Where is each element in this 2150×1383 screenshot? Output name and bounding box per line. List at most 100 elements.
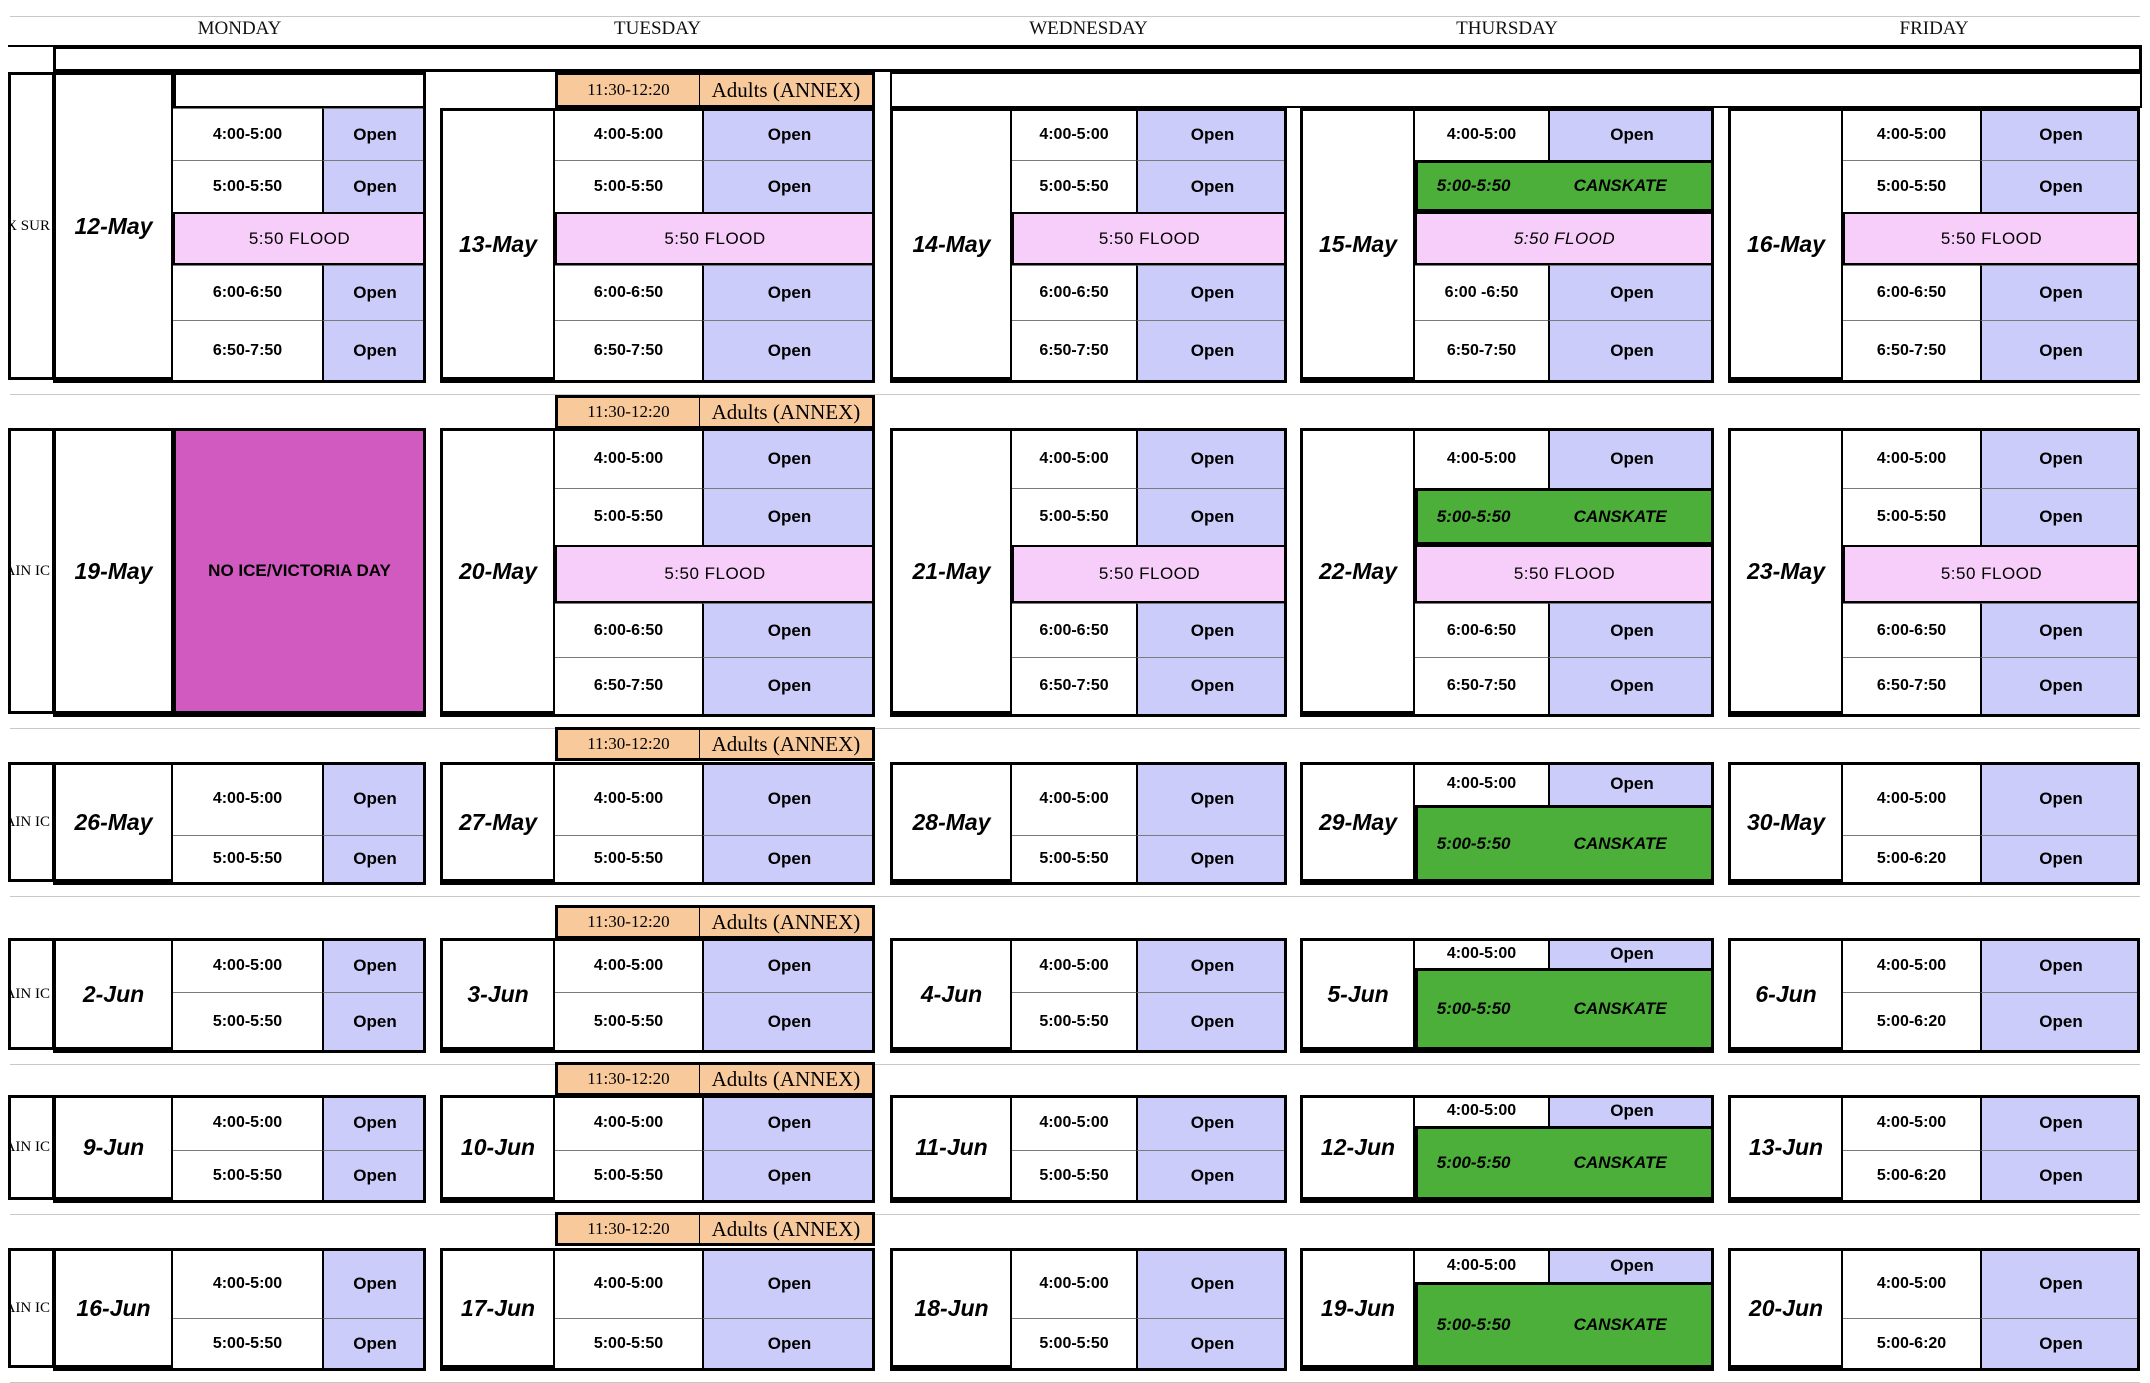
open-cell[interactable]: Open bbox=[1548, 938, 1714, 968]
open-cell[interactable]: Open bbox=[1980, 1248, 2140, 1318]
open-cell[interactable]: Open bbox=[1136, 428, 1287, 488]
day-block-outline bbox=[53, 938, 426, 1053]
open-cell[interactable]: Open bbox=[1548, 265, 1714, 320]
time-cell: 5:00-5:50 bbox=[1843, 488, 1980, 545]
canskate-cell[interactable]: 5:00-5:50 CANSKATE bbox=[1415, 968, 1714, 1050]
open-cell[interactable]: Open bbox=[1980, 762, 2140, 835]
open-cell[interactable]: Open bbox=[322, 1318, 426, 1368]
open-cell[interactable]: Open bbox=[1980, 265, 2140, 320]
adults-annex-row: 11:30-12:20 Adults (ANNEX) bbox=[555, 727, 875, 761]
time-cell: 5:00-5:50 bbox=[173, 992, 322, 1050]
open-cell[interactable]: Open bbox=[322, 938, 426, 992]
open-cell[interactable]: Open bbox=[1136, 1150, 1287, 1200]
open-cell[interactable]: Open bbox=[1136, 992, 1287, 1050]
open-cell[interactable]: Open bbox=[322, 762, 426, 835]
canskate-label: CANSKATE bbox=[1573, 1315, 1667, 1334]
open-cell[interactable]: Open bbox=[1136, 762, 1287, 835]
open-cell[interactable]: Open bbox=[1980, 488, 2140, 545]
open-cell[interactable]: Open bbox=[702, 992, 875, 1050]
open-cell[interactable]: Open bbox=[1136, 835, 1287, 882]
flood-cell: 5:50 FLOOD bbox=[1415, 212, 1714, 265]
canskate-cell[interactable]: 5:00-5:50 CANSKATE bbox=[1415, 1126, 1714, 1200]
open-cell[interactable]: Open bbox=[322, 992, 426, 1050]
open-cell[interactable]: Open bbox=[1548, 108, 1714, 160]
week-gap-line bbox=[10, 728, 2140, 729]
day-block-outline bbox=[1300, 428, 1714, 717]
canskate-cell[interactable]: 5:00-5:50 CANSKATE bbox=[1415, 1282, 1714, 1368]
open-cell[interactable]: Open bbox=[322, 265, 426, 320]
open-cell[interactable]: Open bbox=[1136, 320, 1287, 380]
time-cell: 6:50-7:50 bbox=[555, 320, 702, 380]
open-cell[interactable]: Open bbox=[322, 1150, 426, 1200]
open-cell[interactable]: Open bbox=[702, 1150, 875, 1200]
open-cell[interactable]: Open bbox=[702, 1318, 875, 1368]
open-cell[interactable]: Open bbox=[1980, 428, 2140, 488]
canskate-cell[interactable]: 5:00-5:50 CANSKATE bbox=[1415, 805, 1714, 882]
day-header-thu: THURSDAY bbox=[1456, 18, 1558, 39]
date-cell-wed: 4-Jun bbox=[890, 938, 1012, 1050]
time-cell: 5:00-6:20 bbox=[1843, 1318, 1980, 1368]
title-row bbox=[53, 46, 2142, 72]
time-cell: 4:00-5:00 bbox=[173, 108, 322, 160]
open-cell[interactable]: Open bbox=[1980, 108, 2140, 160]
open-cell[interactable]: Open bbox=[702, 428, 875, 488]
open-cell[interactable]: Open bbox=[1136, 603, 1287, 657]
open-cell[interactable]: Open bbox=[322, 108, 426, 160]
open-cell[interactable]: Open bbox=[1136, 488, 1287, 545]
open-cell[interactable]: Open bbox=[702, 488, 875, 545]
open-cell[interactable]: Open bbox=[1980, 835, 2140, 882]
open-cell[interactable]: Open bbox=[1980, 603, 2140, 657]
date-cell-wed: 21-May bbox=[890, 428, 1012, 714]
open-cell[interactable]: Open bbox=[1548, 657, 1714, 714]
open-cell[interactable]: Open bbox=[322, 1248, 426, 1318]
open-cell[interactable]: Open bbox=[322, 160, 426, 212]
time-cell: 5:00-6:20 bbox=[1843, 1150, 1980, 1200]
canskate-time: 5:00-5:50 bbox=[1436, 176, 1511, 195]
open-cell[interactable]: Open bbox=[702, 657, 875, 714]
open-cell[interactable]: Open bbox=[1136, 265, 1287, 320]
open-cell[interactable]: Open bbox=[1980, 938, 2140, 992]
open-cell[interactable]: Open bbox=[322, 320, 426, 380]
open-cell[interactable]: Open bbox=[1980, 320, 2140, 380]
time-cell: 4:00-5:00 bbox=[1843, 1248, 1980, 1318]
open-cell[interactable]: Open bbox=[1548, 320, 1714, 380]
canskate-time: 5:00-5:50 bbox=[1436, 1153, 1511, 1172]
canskate-cell[interactable]: 5:00-5:50 CANSKATE bbox=[1415, 160, 1714, 212]
open-cell[interactable]: Open bbox=[1136, 657, 1287, 714]
open-cell[interactable]: Open bbox=[1136, 1095, 1287, 1150]
open-cell[interactable]: Open bbox=[322, 1095, 426, 1150]
time-cell: 5:00-5:50 bbox=[173, 835, 322, 882]
open-cell[interactable]: Open bbox=[702, 762, 875, 835]
canskate-label: CANSKATE bbox=[1573, 1153, 1667, 1172]
open-cell[interactable]: Open bbox=[702, 265, 875, 320]
day-header-mon: MONDAY bbox=[197, 18, 282, 39]
canskate-time: 5:00-5:50 bbox=[1436, 833, 1511, 853]
open-cell[interactable]: Open bbox=[322, 835, 426, 882]
day-block-outline bbox=[440, 1095, 875, 1203]
date-cell-thu: 22-May bbox=[1300, 428, 1415, 714]
adults-label: Adults (ANNEX) bbox=[711, 1066, 861, 1091]
time-cell: 4:00-5:00 bbox=[1415, 938, 1548, 968]
open-cell[interactable]: Open bbox=[702, 320, 875, 380]
open-cell[interactable]: Open bbox=[1980, 1150, 2140, 1200]
canskate-cell[interactable]: 5:00-5:50 CANSKATE bbox=[1415, 488, 1714, 545]
open-cell[interactable]: Open bbox=[1980, 1095, 2140, 1150]
open-cell[interactable]: Open bbox=[702, 938, 875, 992]
open-cell[interactable]: Open bbox=[702, 1248, 875, 1318]
open-cell[interactable]: Open bbox=[702, 603, 875, 657]
open-cell[interactable]: Open bbox=[1548, 603, 1714, 657]
open-cell[interactable]: Open bbox=[702, 108, 875, 160]
open-cell[interactable]: Open bbox=[702, 835, 875, 882]
open-cell[interactable]: Open bbox=[702, 1095, 875, 1150]
date-cell-wed: 28-May bbox=[890, 762, 1012, 882]
time-cell: 4:00-5:00 bbox=[173, 1248, 322, 1318]
open-cell[interactable]: Open bbox=[1980, 1318, 2140, 1368]
open-cell[interactable]: Open bbox=[1136, 160, 1287, 212]
open-cell[interactable]: Open bbox=[1136, 1318, 1287, 1368]
open-cell[interactable]: Open bbox=[702, 160, 875, 212]
open-cell[interactable]: Open bbox=[1548, 762, 1714, 805]
open-cell[interactable]: Open bbox=[1980, 992, 2140, 1050]
open-cell[interactable]: Open bbox=[1980, 657, 2140, 714]
open-cell[interactable]: Open bbox=[1548, 1248, 1714, 1282]
open-cell[interactable]: Open bbox=[1980, 160, 2140, 212]
